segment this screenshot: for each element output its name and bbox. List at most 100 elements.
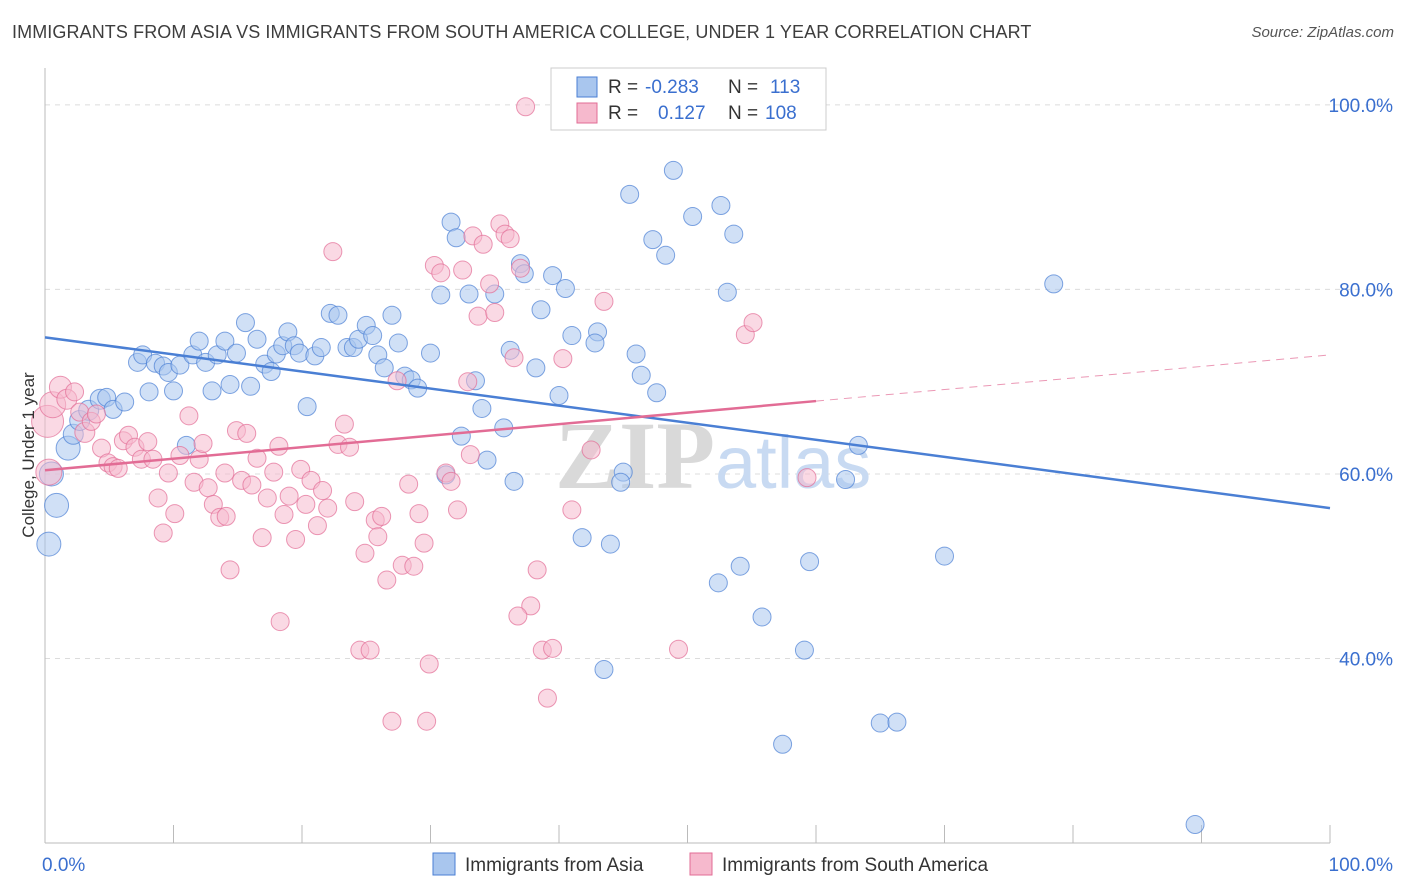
point-south-america-86 xyxy=(504,348,524,368)
point-south-america-22 xyxy=(158,463,178,483)
y-tick-label-3: 100.0% xyxy=(1329,96,1394,117)
point-south-america-25 xyxy=(179,406,199,426)
point-asia-73 xyxy=(543,266,563,286)
stats-n-label-2: N = xyxy=(728,103,758,124)
point-asia-32 xyxy=(261,362,281,382)
y-axis-label: College, Under 1 year xyxy=(19,372,38,538)
stats-n-label-1: N = xyxy=(728,77,758,98)
point-south-america-1 xyxy=(35,458,63,486)
point-asia-23 xyxy=(202,381,222,401)
point-asia-29 xyxy=(241,376,261,396)
point-south-america-9 xyxy=(86,404,106,424)
point-asia-92 xyxy=(708,573,728,593)
source-label: Source: ZipAtlas.com xyxy=(1251,24,1394,41)
point-asia-101 xyxy=(836,469,856,489)
point-asia-63 xyxy=(472,398,492,418)
point-south-america-67 xyxy=(404,556,424,576)
stats-n-value-1: 113 xyxy=(770,77,800,98)
point-asia-106 xyxy=(1044,274,1064,294)
point-south-america-50 xyxy=(313,481,333,501)
axes xyxy=(44,68,1331,844)
point-asia-26 xyxy=(220,374,240,394)
y-axis-tick-labels: 40.0% 60.0% 80.0% 100.0% xyxy=(1329,96,1394,671)
point-asia-68 xyxy=(504,471,524,491)
point-south-america-27 xyxy=(189,449,209,469)
stats-n-value-2: 108 xyxy=(765,103,797,124)
point-asia-40 xyxy=(311,338,331,358)
point-asia-61 xyxy=(459,284,479,304)
point-asia-105 xyxy=(935,546,954,566)
point-asia-17 xyxy=(164,381,183,401)
point-asia-81 xyxy=(600,534,620,554)
x-tick-label-1: 100.0% xyxy=(1329,855,1394,876)
point-asia-64 xyxy=(477,450,497,470)
point-asia-84 xyxy=(620,184,640,204)
point-asia-89 xyxy=(656,245,676,265)
point-asia-51 xyxy=(388,333,408,353)
point-asia-42 xyxy=(328,305,348,325)
point-south-america-80 xyxy=(473,234,493,254)
point-asia-93 xyxy=(711,195,731,215)
point-south-america-54 xyxy=(334,414,354,434)
point-south-america-47 xyxy=(296,494,316,514)
point-south-america-36 xyxy=(237,423,257,443)
point-south-america-5 xyxy=(65,382,85,402)
point-south-america-38 xyxy=(247,448,267,468)
point-asia-49 xyxy=(374,358,394,378)
point-south-america-64 xyxy=(387,371,407,391)
point-asia-98 xyxy=(773,734,793,754)
x-tick-label-0: 0.0% xyxy=(42,855,85,876)
stats-r-value-1: -0.283 xyxy=(645,77,699,98)
point-south-america-66 xyxy=(399,474,419,494)
point-asia-83 xyxy=(611,472,631,492)
point-south-america-58 xyxy=(355,543,375,563)
point-south-america-63 xyxy=(382,711,402,731)
point-south-america-59 xyxy=(360,640,380,660)
point-south-america-74 xyxy=(441,471,461,491)
point-asia-60 xyxy=(451,426,471,446)
point-asia-86 xyxy=(631,365,651,385)
point-south-america-81 xyxy=(480,274,500,294)
point-south-america-69 xyxy=(414,533,434,553)
point-south-america-72 xyxy=(431,263,451,283)
point-south-america-104 xyxy=(368,527,388,547)
point-asia-13 xyxy=(139,382,159,402)
point-south-america-93 xyxy=(543,638,563,658)
point-asia-100 xyxy=(800,552,820,572)
point-asia-28 xyxy=(235,313,255,333)
point-south-america-103 xyxy=(417,711,437,731)
point-asia-79 xyxy=(585,333,605,353)
point-south-america-21 xyxy=(153,523,173,543)
point-asia-90 xyxy=(663,160,683,180)
legend-swatch-asia xyxy=(432,852,456,876)
data-points xyxy=(31,97,1205,835)
point-asia-25 xyxy=(215,331,235,351)
point-south-america-107 xyxy=(581,440,601,460)
watermark-zip: ZIP xyxy=(555,402,715,509)
x-axis-tick-labels: 0.0% 100.0% xyxy=(42,855,1393,876)
point-south-america-95 xyxy=(562,500,582,520)
point-asia-85 xyxy=(626,344,646,364)
point-asia-99 xyxy=(794,640,814,660)
point-south-america-20 xyxy=(148,488,168,508)
point-south-america-55 xyxy=(340,437,360,457)
point-asia-72 xyxy=(531,300,551,320)
point-south-america-68 xyxy=(409,504,429,524)
point-south-america-40 xyxy=(257,488,277,508)
point-asia-30 xyxy=(247,329,267,349)
point-south-america-62 xyxy=(377,570,397,590)
trend-lines xyxy=(44,336,1331,510)
point-south-america-18 xyxy=(138,432,158,452)
point-asia-27 xyxy=(226,343,246,363)
point-asia-75 xyxy=(555,279,575,299)
watermark-atlas: atlas xyxy=(715,421,871,504)
point-asia-2 xyxy=(44,492,70,518)
point-south-america-79 xyxy=(468,306,488,326)
point-asia-47 xyxy=(363,326,383,346)
point-south-america-76 xyxy=(453,260,473,280)
legend-swatch-south-america xyxy=(689,852,713,876)
point-asia-50 xyxy=(382,305,402,325)
point-south-america-23 xyxy=(165,504,185,524)
stats-swatch-south-america xyxy=(576,102,598,124)
